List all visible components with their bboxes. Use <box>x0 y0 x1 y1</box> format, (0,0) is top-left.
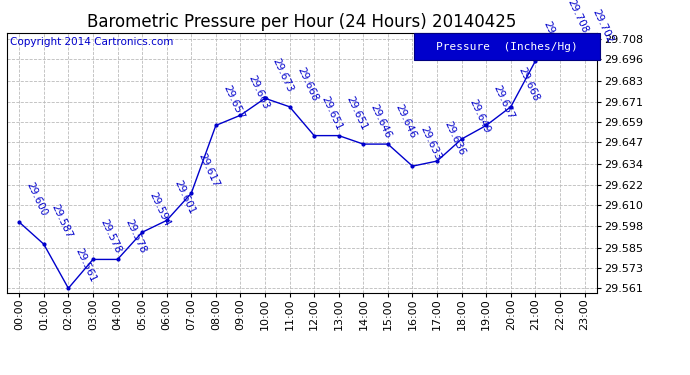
Text: 29.561: 29.561 <box>74 247 99 284</box>
Text: 29.587: 29.587 <box>49 203 74 240</box>
Text: 29.649: 29.649 <box>467 98 492 135</box>
Text: 29.668: 29.668 <box>516 65 541 103</box>
Text: 29.702: 29.702 <box>590 8 615 45</box>
Text: 29.646: 29.646 <box>369 103 393 140</box>
Text: Copyright 2014 Cartronics.com: Copyright 2014 Cartronics.com <box>10 37 173 47</box>
Text: 29.708: 29.708 <box>566 0 590 35</box>
Text: 29.657: 29.657 <box>221 84 246 121</box>
Text: 29.695: 29.695 <box>541 20 565 57</box>
Text: 29.651: 29.651 <box>344 94 368 132</box>
Text: 29.673: 29.673 <box>270 57 295 94</box>
Text: 29.668: 29.668 <box>295 65 319 103</box>
Text: Pressure  (Inches/Hg): Pressure (Inches/Hg) <box>436 42 578 52</box>
Text: 29.657: 29.657 <box>492 84 516 121</box>
Text: 29.636: 29.636 <box>442 120 467 157</box>
Text: 29.578: 29.578 <box>99 218 123 255</box>
Text: 29.578: 29.578 <box>123 218 148 255</box>
Text: 29.633: 29.633 <box>418 124 442 162</box>
Title: Barometric Pressure per Hour (24 Hours) 20140425: Barometric Pressure per Hour (24 Hours) … <box>87 13 517 32</box>
Text: 29.617: 29.617 <box>197 152 221 189</box>
Text: 29.663: 29.663 <box>246 74 270 111</box>
Text: 29.646: 29.646 <box>393 103 418 140</box>
Text: 29.600: 29.600 <box>25 181 49 218</box>
Text: 29.601: 29.601 <box>172 179 197 216</box>
Text: 29.594: 29.594 <box>148 191 172 228</box>
FancyBboxPatch shape <box>414 33 600 60</box>
Text: 29.651: 29.651 <box>319 94 344 132</box>
